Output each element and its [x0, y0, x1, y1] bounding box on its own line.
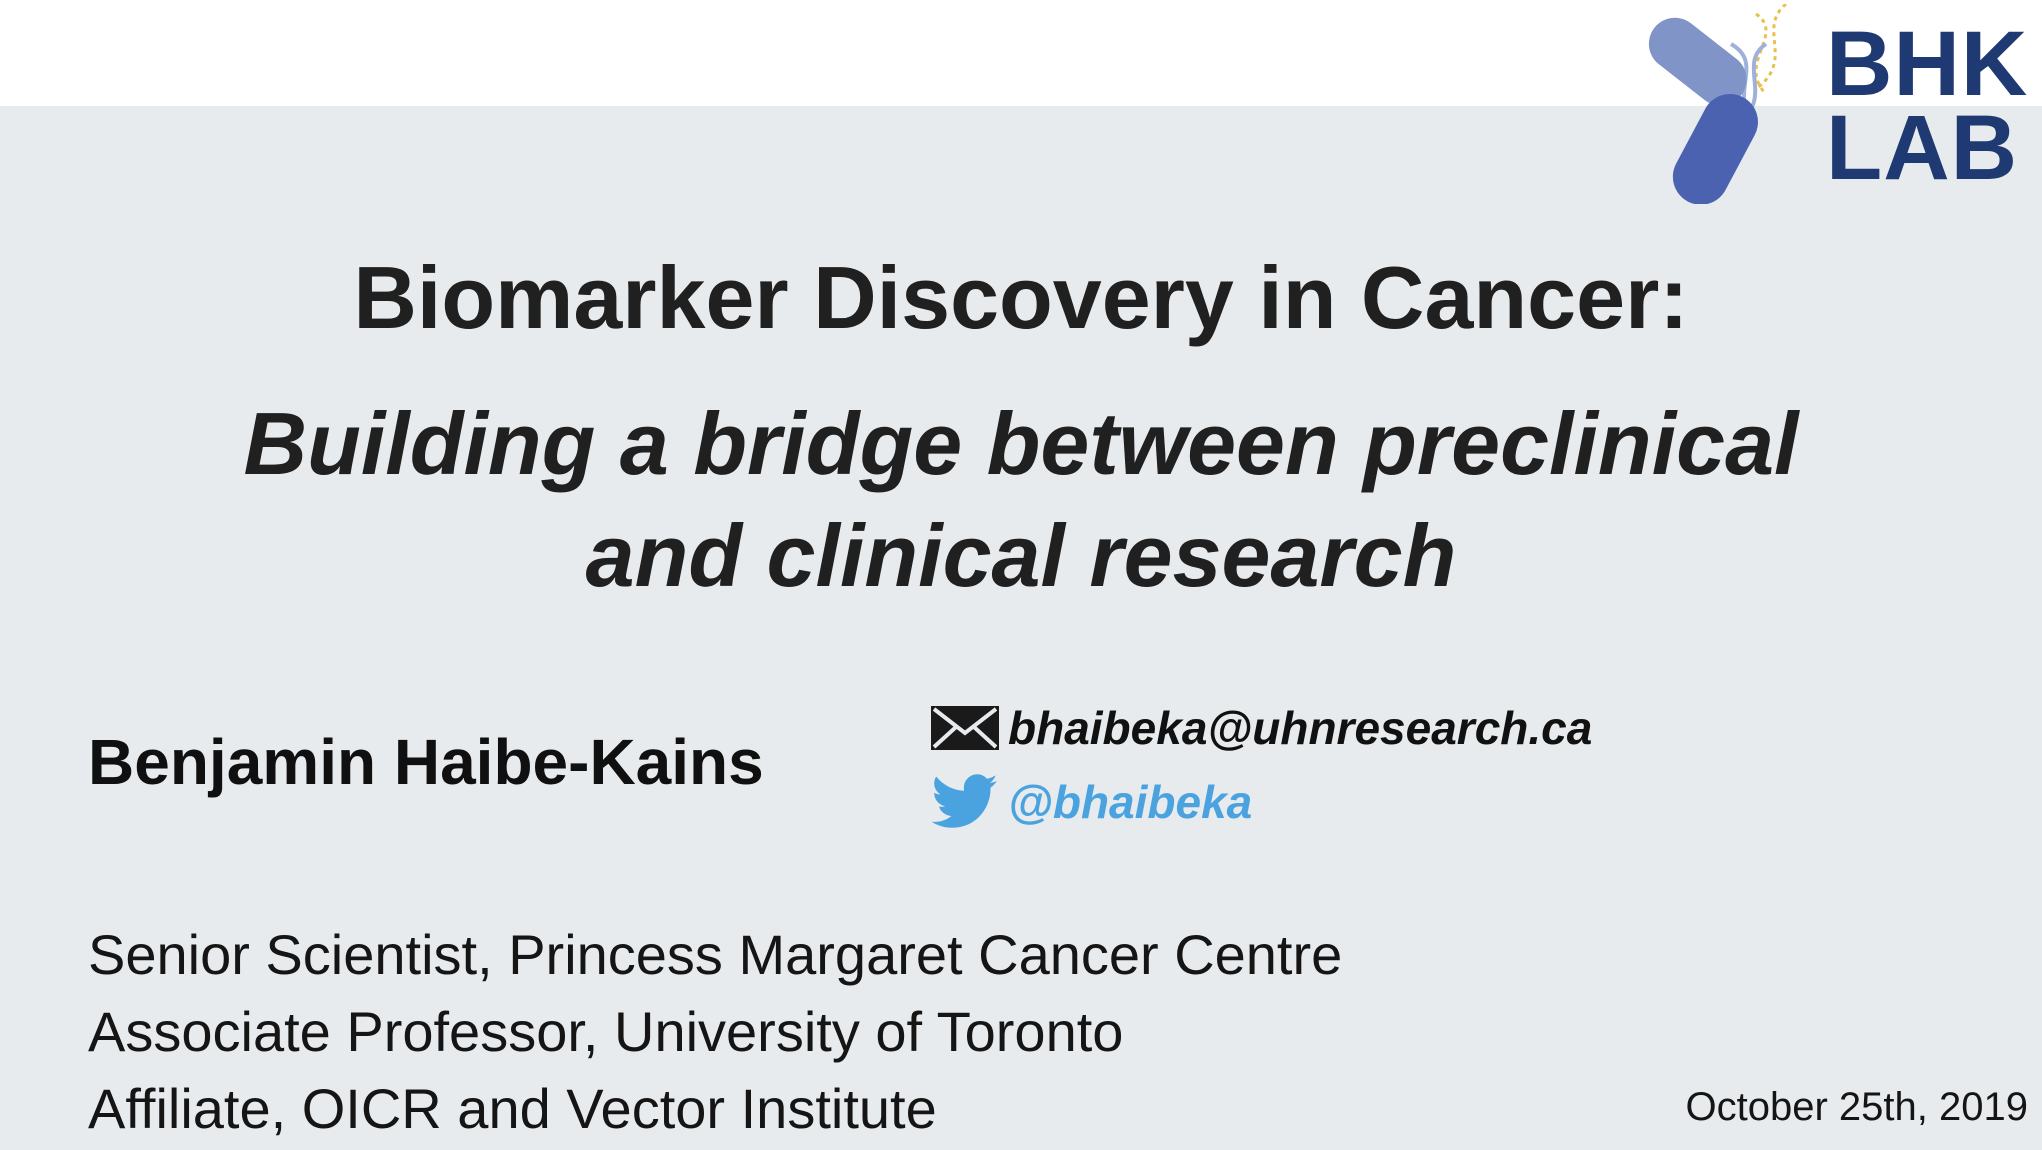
slide-subtitle: Building a bridge between preclinical an… — [0, 388, 2042, 612]
logo-line-1: BHK — [1826, 13, 2029, 115]
subtitle-line-2: and clinical research — [585, 506, 1457, 605]
slide-title: Biomarker Discovery in Cancer: — [353, 248, 1689, 347]
twitter-handle-link[interactable]: @bhaibeka — [1008, 776, 1253, 828]
email-link[interactable]: bhaibeka@uhnresearch.ca — [1008, 702, 1593, 754]
twitter-bird-icon — [931, 774, 998, 828]
affiliation-line: Associate Professor, University of Toron… — [88, 1000, 1124, 1063]
logo-text: BHK LAB — [1826, 13, 2029, 199]
presentation-date: October 25th, 2019 — [1685, 1085, 2028, 1129]
affiliation-line: Senior Scientist, Princess Margaret Canc… — [88, 923, 1343, 986]
bhk-lab-logo: BHK LAB — [1636, 4, 2036, 204]
envelope-icon — [931, 706, 999, 750]
slide-background — [0, 106, 2042, 1150]
author-name: Benjamin Haibe-Kains — [88, 726, 764, 798]
email-contact[interactable]: bhaibeka@uhnresearch.ca — [930, 698, 1592, 758]
twitter-contact[interactable]: @bhaibeka — [930, 772, 1252, 832]
logo-line-2: LAB — [1826, 97, 2019, 199]
subtitle-line-1: Building a bridge between preclinical — [243, 394, 1799, 493]
affiliation-line: Affiliate, OICR and Vector Institute — [88, 1077, 937, 1140]
pill-dna-logo-icon — [1648, 4, 1787, 204]
affiliations-list: Senior Scientist, Princess Margaret Canc… — [88, 916, 1342, 1147]
